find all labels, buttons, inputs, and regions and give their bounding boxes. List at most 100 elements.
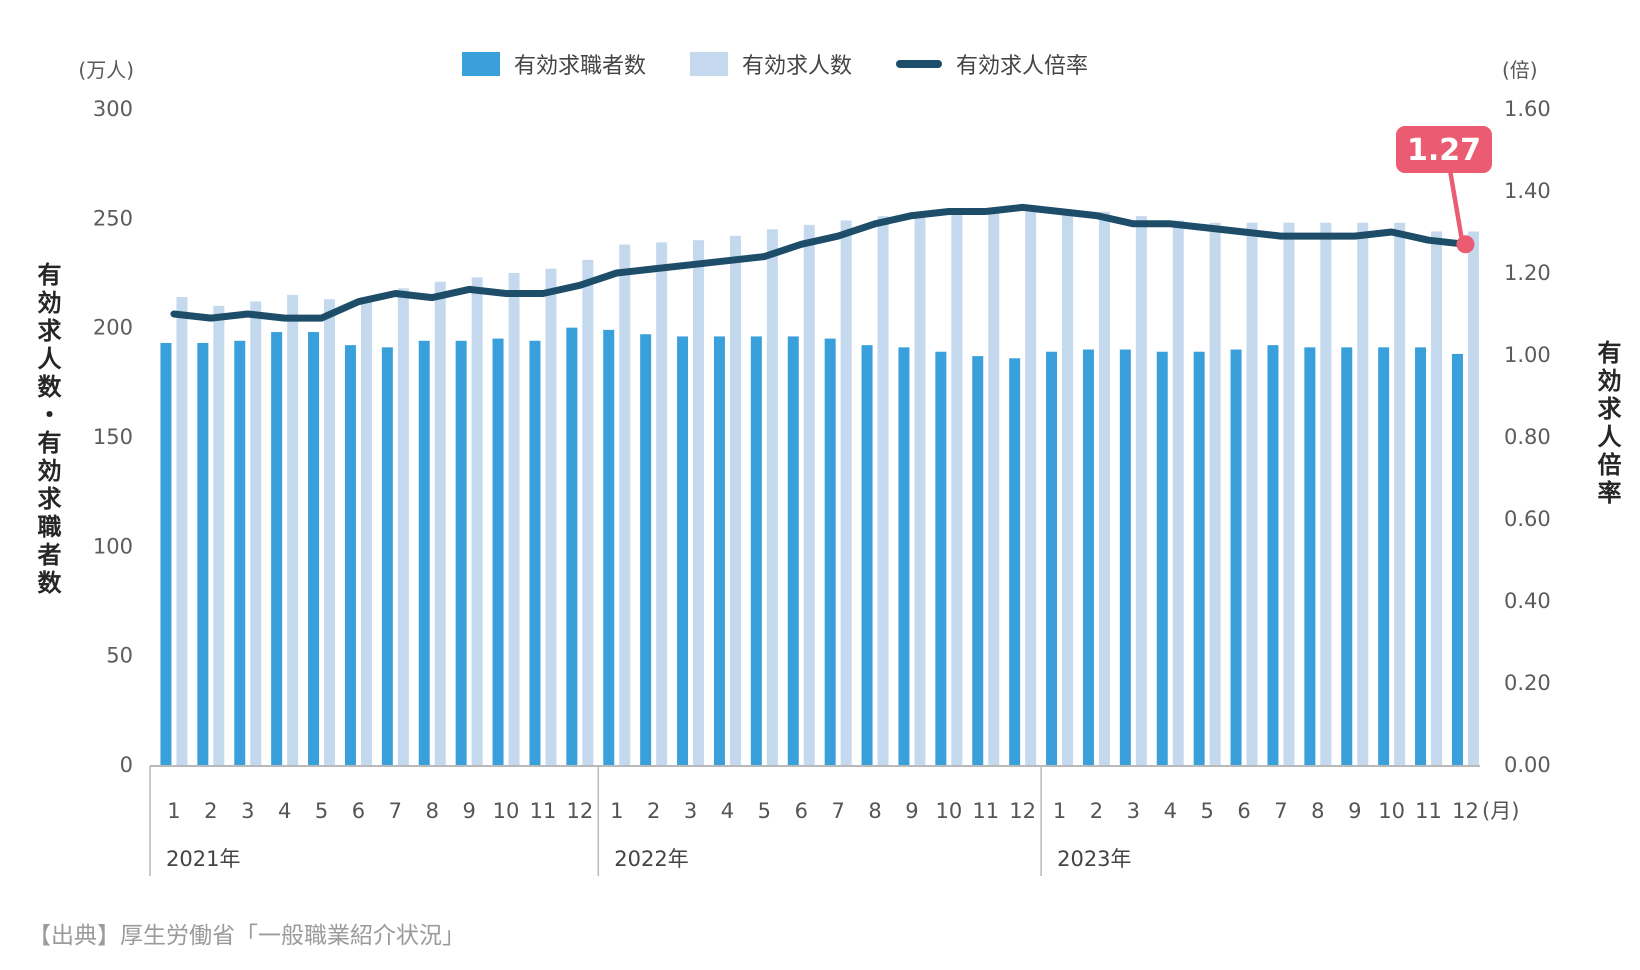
month-unit-label: (月)	[1482, 799, 1519, 823]
year-label: 2021年	[166, 847, 240, 871]
month-tick-label: 11	[972, 799, 999, 823]
seekers-bar	[271, 332, 283, 765]
month-tick-label: 2	[647, 799, 660, 823]
month-tick-label: 6	[1237, 799, 1250, 823]
month-tick-label: 2	[1090, 799, 1103, 823]
month-tick-label: 4	[721, 799, 734, 823]
right-tick-label: 0.20	[1504, 671, 1551, 695]
month-tick-label: 11	[530, 799, 557, 823]
seekers-bar	[677, 336, 689, 765]
openings-bar	[250, 301, 262, 765]
seekers-bar	[1119, 349, 1131, 765]
openings-bar	[1062, 209, 1074, 765]
month-tick-label: 9	[462, 799, 475, 823]
month-tick-label: 10	[493, 799, 520, 823]
openings-bar	[693, 240, 705, 765]
openings-bar	[1098, 211, 1110, 766]
openings-bar	[1357, 222, 1369, 765]
seekers-bar	[455, 340, 467, 765]
openings-bar	[1320, 222, 1332, 765]
month-tick-label: 12	[566, 799, 593, 823]
month-tick-label: 3	[1127, 799, 1140, 823]
ratio-annotation-badge	[1396, 126, 1492, 173]
right-tick-label: 1.20	[1504, 261, 1551, 285]
openings-bar	[434, 281, 446, 765]
left-tick-label: 50	[106, 644, 133, 668]
openings-bar	[1394, 222, 1406, 765]
month-tick-label: 7	[1274, 799, 1287, 823]
right-tick-label: 1.00	[1504, 343, 1551, 367]
month-tick-label: 3	[684, 799, 697, 823]
month-tick-label: 4	[1164, 799, 1177, 823]
openings-bar	[656, 242, 668, 766]
month-tick-label: 7	[831, 799, 844, 823]
right-axis-title: 有効求人倍率	[1593, 340, 1621, 508]
seekers-bar	[492, 338, 504, 765]
openings-bar	[877, 216, 889, 765]
month-tick-label: 5	[1200, 799, 1213, 823]
openings-bar	[1172, 220, 1184, 765]
openings-bar	[1025, 211, 1037, 766]
month-tick-label: 9	[905, 799, 918, 823]
openings-bar	[324, 299, 336, 765]
source-note: 【出典】厚生労働省「一般職業紹介状況」	[28, 923, 465, 949]
seekers-bar	[344, 345, 356, 765]
seekers-bar	[308, 332, 320, 765]
month-tick-label: 2	[204, 799, 217, 823]
month-tick-label: 10	[935, 799, 962, 823]
ratio-annotation-value: 1.27	[1407, 133, 1481, 168]
seekers-bar	[197, 342, 209, 765]
seekers-bar	[1156, 351, 1168, 765]
left-tick-label: 200	[93, 316, 133, 340]
seekers-bar	[1009, 358, 1021, 765]
openings-bar	[1431, 231, 1443, 765]
legend-item-openings: 有効求人数	[690, 48, 852, 80]
month-tick-label: 12	[1009, 799, 1036, 823]
legend-item-ratio: 有効求人倍率	[896, 48, 1088, 80]
seekers-bar	[935, 351, 947, 765]
seekers-bar	[1230, 349, 1242, 765]
month-tick-label: 1	[167, 799, 180, 823]
month-tick-label: 9	[1348, 799, 1361, 823]
openings-bar	[1283, 222, 1295, 765]
seekers-bar	[787, 336, 799, 765]
legend-label-seekers: 有効求職者数	[514, 54, 647, 79]
openings-bar	[176, 297, 188, 765]
left-tick-label: 150	[93, 425, 133, 449]
seekers-bar	[1267, 345, 1279, 765]
seekers-bar	[160, 342, 172, 765]
seekers-bar	[1451, 353, 1463, 765]
right-tick-label: 0.80	[1504, 425, 1551, 449]
openings-bar	[397, 288, 409, 765]
month-tick-label: 6	[795, 799, 808, 823]
month-tick-label: 7	[389, 799, 402, 823]
year-label: 2023年	[1057, 847, 1131, 871]
seekers-bar	[640, 334, 652, 765]
month-tick-label: 10	[1378, 799, 1405, 823]
year-label: 2022年	[614, 847, 688, 871]
month-tick-label: 4	[278, 799, 291, 823]
openings-bar	[1209, 222, 1221, 765]
legend-item-seekers: 有効求職者数	[462, 48, 646, 80]
left-tick-label: 100	[93, 534, 133, 558]
openings-bar	[582, 259, 594, 765]
left-axis-unit: (万人)	[78, 58, 134, 82]
openings-bar	[766, 229, 778, 765]
openings-bar	[914, 213, 926, 765]
month-tick-label: 8	[868, 799, 881, 823]
seekers-bar	[566, 327, 578, 765]
legend-label-openings: 有効求人数	[742, 54, 853, 79]
openings-bar-swatch-icon	[690, 52, 729, 76]
seekers-bar	[418, 340, 430, 765]
seekers-bar-swatch-icon	[462, 52, 500, 76]
openings-bar	[1135, 216, 1147, 765]
openings-bar	[951, 211, 963, 766]
annotation-connector-line	[1447, 169, 1464, 238]
seekers-bar	[234, 340, 246, 765]
seekers-bar	[381, 347, 393, 765]
month-tick-label: 8	[426, 799, 439, 823]
left-tick-label: 0	[120, 753, 133, 777]
seekers-bar	[1193, 351, 1205, 765]
right-tick-label: 1.60	[1504, 97, 1551, 121]
